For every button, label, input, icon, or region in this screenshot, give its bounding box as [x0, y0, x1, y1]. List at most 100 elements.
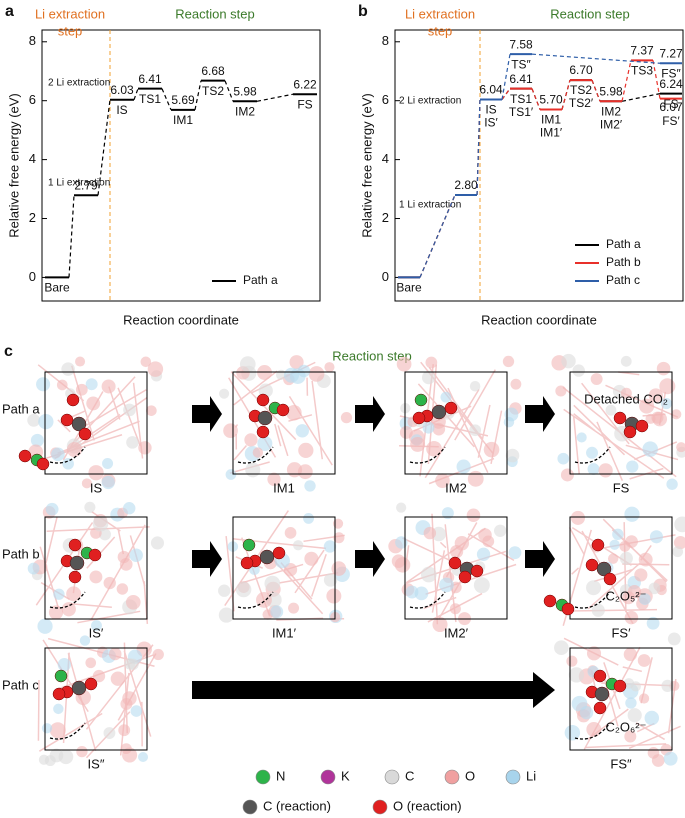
- lattice-atom: [659, 378, 676, 395]
- structure-image: [218, 510, 350, 624]
- y-tick-label: 2: [29, 210, 36, 225]
- lattice-atom: [644, 710, 660, 726]
- value-label: 6.24: [659, 77, 683, 91]
- lattice-atom: [235, 581, 252, 598]
- lattice-atom: [586, 446, 599, 459]
- motion-arrow: [49, 591, 86, 609]
- lattice-atom: [62, 457, 74, 470]
- legend-atom: [505, 769, 521, 785]
- lattice-atom: [555, 385, 567, 397]
- panel-title: Reaction step: [332, 348, 412, 363]
- row-label: Path a: [2, 401, 40, 416]
- lattice-atom: [146, 405, 157, 416]
- reaction-atom: [69, 555, 85, 571]
- lattice-atom: [627, 584, 642, 599]
- lattice-atom: [620, 387, 632, 399]
- motion-arrow: [237, 591, 274, 609]
- plot-frame: [41, 29, 321, 302]
- bond: [587, 562, 641, 610]
- bond: [584, 743, 667, 749]
- lattice-atom: [249, 564, 260, 576]
- lattice-atom: [410, 436, 426, 452]
- connector: [68, 195, 75, 278]
- lattice-atom: [137, 751, 149, 763]
- level-label: IS: [485, 103, 496, 117]
- lattice-atom: [118, 724, 131, 737]
- reaction-atom: [36, 457, 50, 471]
- lattice-atom: [110, 671, 126, 686]
- lattice-atom: [289, 355, 304, 370]
- legend-label: O: [465, 768, 475, 783]
- annotation: 1 Li extraction: [399, 200, 461, 211]
- lattice-atom: [456, 459, 471, 474]
- reaction-atom: [68, 538, 82, 552]
- legend-label: Path a: [243, 273, 278, 287]
- lattice-atom: [672, 546, 684, 558]
- lattice-atom: [598, 463, 613, 478]
- value-label: 2.80: [454, 178, 478, 192]
- lattice-atom: [508, 546, 522, 560]
- lattice-atom: [652, 411, 668, 427]
- lattice-atom: [649, 530, 663, 544]
- lattice-atom: [674, 516, 685, 533]
- level-label: FS″: [661, 66, 681, 80]
- lattice-atom: [625, 697, 637, 709]
- lattice-atom: [624, 610, 639, 625]
- value-label: 5.70: [539, 93, 563, 107]
- lattice-atom: [123, 403, 136, 417]
- y-tick-label: 4: [29, 151, 36, 166]
- lattice-atom: [27, 562, 40, 575]
- legend-label: Path a: [606, 237, 641, 251]
- lattice-atom: [99, 528, 111, 541]
- lattice-atom: [127, 658, 139, 671]
- lattice-atom: [150, 536, 165, 550]
- value-label: 7.58: [509, 37, 533, 51]
- lattice-atom: [245, 462, 261, 478]
- lattice-atom: [51, 447, 65, 462]
- connector: [161, 88, 172, 111]
- reaction-atom: [18, 449, 32, 463]
- level-label: FS: [297, 97, 312, 111]
- lattice-atom: [308, 366, 325, 382]
- reaction-atom: [448, 556, 462, 570]
- lattice-atom: [286, 404, 302, 421]
- cell-frame: [44, 516, 148, 620]
- lattice-atom: [92, 669, 106, 683]
- reaction-atom: [635, 419, 649, 433]
- frame-caption: IM1: [273, 480, 295, 495]
- bond: [117, 529, 125, 555]
- lattice-atom: [425, 356, 438, 369]
- lattice-atom: [666, 478, 678, 490]
- cell-frame: [232, 371, 336, 475]
- lattice-atom: [656, 361, 671, 376]
- connector: [561, 79, 571, 110]
- level-label: IM1′: [540, 126, 563, 140]
- lattice-atom: [120, 697, 133, 710]
- step-arrow: [355, 396, 385, 432]
- x-axis-label: Reaction coordinate: [123, 312, 239, 327]
- value-label: 6.22: [293, 77, 317, 91]
- bond: [573, 404, 626, 456]
- lattice-atom: [340, 411, 353, 424]
- bond: [622, 666, 643, 673]
- reaction-atom: [561, 602, 575, 616]
- lattice-atom: [223, 423, 238, 439]
- reaction-atom: [412, 411, 426, 425]
- motion-arrow: [574, 591, 611, 609]
- lattice-atom: [619, 551, 633, 565]
- lattice-atom: [423, 526, 437, 540]
- lattice-atom: [85, 378, 98, 391]
- reaction-atom: [257, 410, 273, 426]
- reaction-atom: [613, 411, 627, 425]
- lattice-atom: [469, 424, 482, 437]
- lattice-atom: [576, 432, 587, 443]
- connector: [531, 53, 661, 64]
- lattice-atom: [624, 506, 640, 522]
- lattice-atom: [293, 540, 304, 551]
- lattice-atom: [510, 378, 522, 390]
- reaction-atom: [60, 413, 74, 427]
- connector: [97, 99, 111, 196]
- connector: [591, 79, 601, 102]
- lattice-atom: [53, 588, 65, 600]
